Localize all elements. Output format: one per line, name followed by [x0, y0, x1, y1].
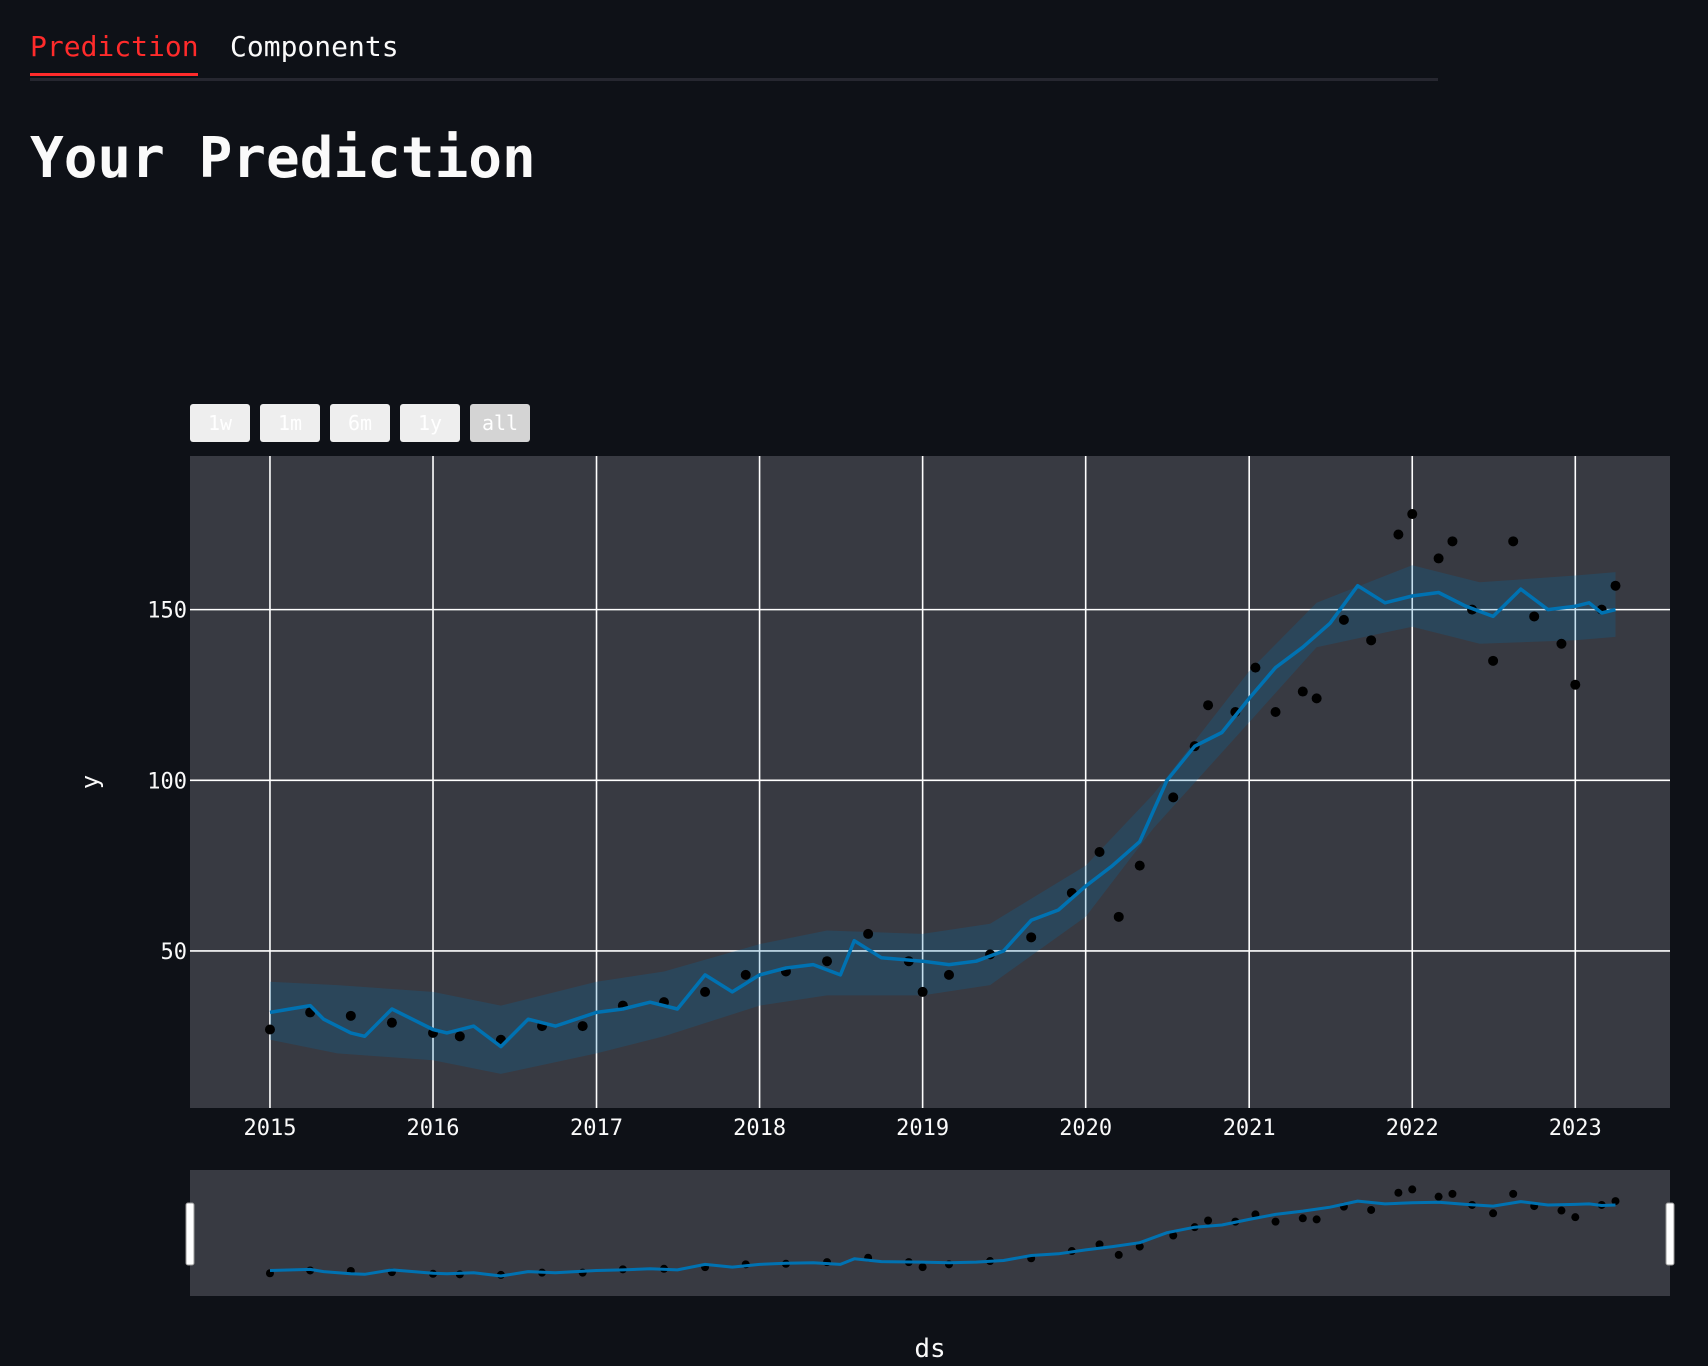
range-slider-point [1114, 1250, 1123, 1259]
data-point [1433, 553, 1444, 564]
data-point [863, 928, 874, 939]
range-button-1y[interactable]: 1y [400, 404, 460, 442]
tab-bar: Prediction Components [30, 0, 1438, 81]
range-button-1w[interactable]: 1w [190, 404, 250, 442]
range-slider [185, 1170, 1675, 1296]
data-point [822, 956, 833, 967]
data-point [577, 1021, 588, 1032]
x-tick-label: 2022 [1386, 1116, 1439, 1141]
data-point [700, 986, 711, 997]
y-axis-title: y [76, 775, 104, 789]
range-slider-point [1557, 1206, 1566, 1215]
forecast-line [269, 583, 1616, 1049]
x-tick-label: 2016 [407, 1116, 460, 1141]
x-tick-label: 2021 [1223, 1116, 1276, 1141]
range-slider-line [269, 1199, 1616, 1278]
range-button-bg [260, 404, 320, 442]
range-button-bg [330, 404, 390, 442]
range-button-bg [470, 404, 530, 442]
range-button-label: 1y [418, 411, 442, 435]
range-slider-point [1169, 1231, 1178, 1240]
range-button-1m[interactable]: 1m [260, 404, 320, 442]
range-slider-handle-left[interactable] [185, 1202, 195, 1266]
data-point [1113, 911, 1124, 922]
data-point [1393, 529, 1404, 540]
x-tick-label: 2017 [570, 1116, 623, 1141]
range-slider-point [1298, 1214, 1307, 1223]
range-slider-bg [190, 1170, 1670, 1296]
range-slider-point [1312, 1215, 1321, 1224]
data-point [1366, 635, 1377, 646]
x-tick-label: 2018 [733, 1116, 786, 1141]
data-point [1297, 686, 1308, 697]
range-slider-point [1135, 1242, 1144, 1251]
data-point [917, 986, 928, 997]
range-button-label: 1w [208, 411, 233, 435]
data-point [1094, 846, 1105, 857]
range-slider-point [1611, 1197, 1620, 1206]
data-point [1508, 536, 1519, 547]
range-button-6m[interactable]: 6m [330, 404, 390, 442]
range-slider-point [1489, 1209, 1498, 1218]
range-slider-point [1271, 1217, 1280, 1226]
range-button-label: 1m [278, 411, 302, 435]
range-slider-point [1448, 1189, 1457, 1198]
range-slider-point [1434, 1192, 1443, 1201]
data-point [1203, 700, 1214, 711]
range-slider-point [918, 1263, 927, 1272]
y-tick-label: 50 [161, 940, 188, 965]
data-point [1026, 932, 1037, 943]
range-slider-point [1095, 1240, 1104, 1249]
x-axis-title: ds [914, 1334, 945, 1364]
data-point [264, 1024, 275, 1035]
tab-components[interactable]: Components [230, 18, 399, 76]
data-point [345, 1010, 356, 1021]
data-point [1488, 655, 1499, 666]
range-button-all[interactable]: all [470, 404, 530, 442]
uncertainty-band [270, 565, 1616, 1074]
range-slider-point [1367, 1205, 1376, 1214]
data-point [1447, 536, 1458, 547]
range-slider-point [1394, 1188, 1403, 1197]
range-slider-point [1571, 1213, 1580, 1222]
data-point [943, 969, 954, 980]
page-title: Your Prediction [30, 126, 536, 191]
range-button-label: all [482, 411, 518, 435]
y-tick-label: 100 [147, 769, 187, 794]
range-selector: 1w 1m 6m 1y all [190, 404, 530, 442]
range-button-bg [190, 404, 250, 442]
range-slider-handle-right[interactable] [1665, 1202, 1675, 1266]
x-tick-label: 2019 [896, 1116, 949, 1141]
range-slider-point [1408, 1185, 1417, 1194]
data-point [1407, 509, 1418, 520]
data-point [1338, 614, 1349, 625]
data-point [1610, 580, 1621, 591]
x-tick-label: 2020 [1059, 1116, 1112, 1141]
y-tick-label: 150 [147, 599, 187, 624]
range-slider-point [1204, 1216, 1213, 1225]
data-point [386, 1017, 397, 1028]
data-point [1134, 860, 1145, 871]
range-button-bg [400, 404, 460, 442]
data-point [1556, 638, 1567, 649]
tab-prediction[interactable]: Prediction [30, 18, 199, 76]
data-point [1168, 792, 1179, 803]
x-tick-label: 2015 [243, 1116, 296, 1141]
data-point [1311, 693, 1322, 704]
data-point [1250, 662, 1261, 673]
data-point [1529, 611, 1540, 622]
data-point [1570, 679, 1581, 690]
data-point [740, 969, 751, 980]
data-point [1270, 707, 1281, 718]
range-button-label: 6m [348, 411, 372, 435]
range-slider-point [1509, 1189, 1518, 1198]
data-point [454, 1031, 465, 1042]
x-tick-label: 2023 [1549, 1116, 1602, 1141]
plot-area [190, 456, 1670, 1108]
